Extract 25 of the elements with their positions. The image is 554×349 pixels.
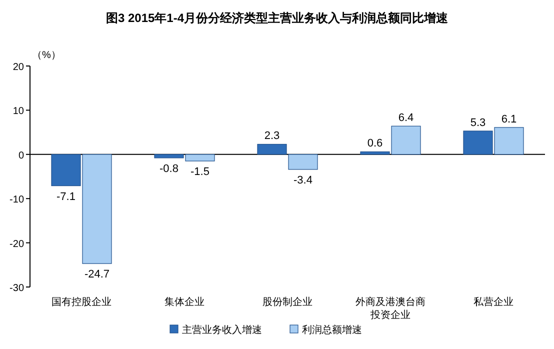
data-label: 0.6 <box>367 138 383 150</box>
y-tick-label: 0 <box>18 150 24 162</box>
data-label: 6.1 <box>501 113 517 126</box>
y-tick-label: -20 <box>10 238 24 250</box>
data-label: -0.8 <box>160 162 178 175</box>
data-label: -24.7 <box>84 268 110 281</box>
x-tick-label: 国有控股企业 <box>52 296 112 308</box>
legend-label: 利润总额增速 <box>302 324 362 336</box>
data-label: -7.1 <box>56 190 76 203</box>
y-axis-title: （%） <box>32 50 61 61</box>
y-tick-label: -10 <box>10 194 24 206</box>
data-label: -3.4 <box>294 174 312 186</box>
data-label: 2.3 <box>264 130 280 142</box>
data-label: -1.5 <box>190 166 210 178</box>
data-label: 5.3 <box>470 116 486 129</box>
x-tick-label: 股份制企业 <box>262 296 312 308</box>
legend-label: 主营业务收入增速 <box>182 324 262 336</box>
y-tick-label: 20 <box>12 62 24 73</box>
x-tick-label: 集体企业 <box>164 296 204 308</box>
x-tick-label: 外商及港澳台商投资企业 <box>356 296 426 321</box>
data-label: 6.4 <box>398 112 414 124</box>
y-tick-label: -30 <box>10 283 24 294</box>
x-tick-label: 私营企业 <box>474 296 514 308</box>
chart-title: 图3 2015年1-4月份分经济类型主营业务收入与利润总额同比增速 <box>106 11 450 25</box>
y-tick-label: 10 <box>12 106 24 118</box>
